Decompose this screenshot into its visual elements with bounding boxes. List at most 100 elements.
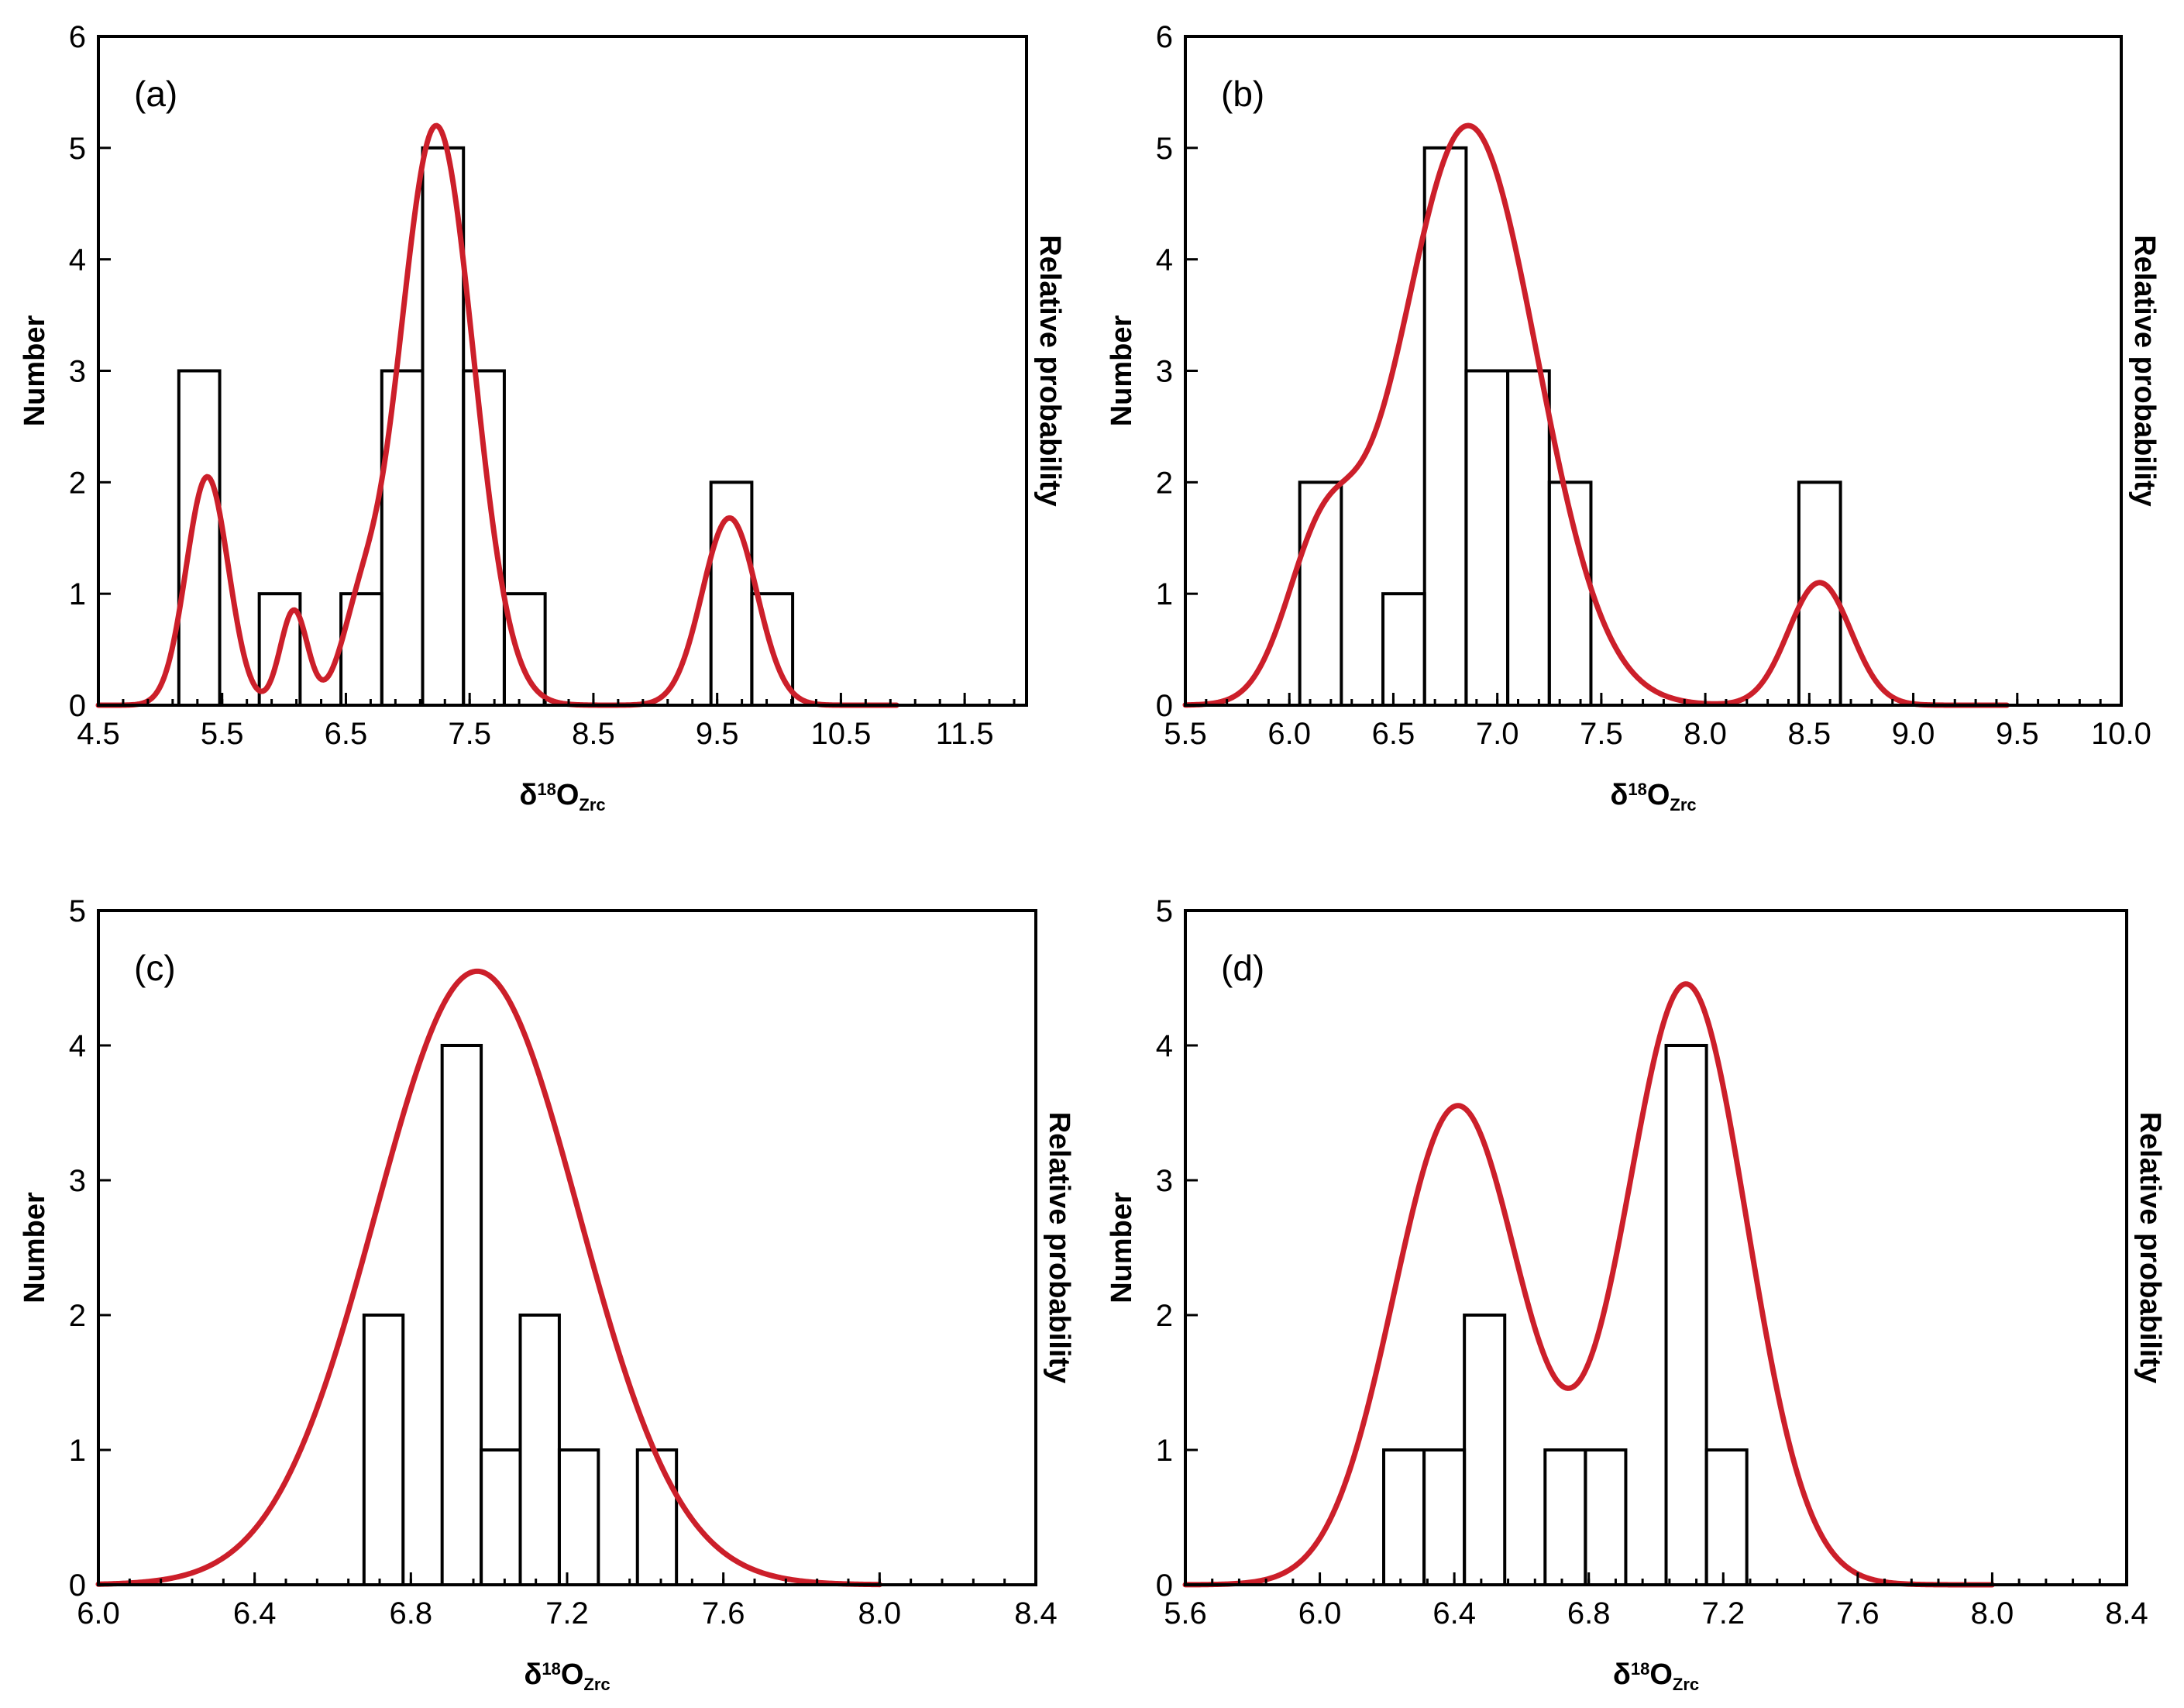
plot-frame bbox=[1184, 35, 2123, 707]
x-tick-label: 7.5 bbox=[1580, 717, 1623, 751]
y-tick-label: 3 bbox=[69, 1164, 86, 1198]
y-tick-label: 5 bbox=[69, 894, 86, 928]
x-axis-title-part: Zrc bbox=[583, 1675, 610, 1694]
x-axis-title-part: 18 bbox=[537, 780, 555, 799]
chart-panel-a: 4.5 5.5 6.5 7.5 8.5 9.5 10.5 11.5 0 1 2 3 4 5 6 (a) Numb… bbox=[19, 20, 1066, 814]
y-tick-label: 1 bbox=[69, 577, 86, 611]
y-tick-label: 0 bbox=[69, 1569, 86, 1603]
plot-frame bbox=[1184, 909, 2128, 1586]
histogram-bar bbox=[462, 369, 506, 707]
x-tick-label: 8.0 bbox=[1684, 717, 1727, 751]
right-axis-title: Relative probability bbox=[1043, 1112, 1075, 1384]
x-tick-label: 9.5 bbox=[696, 717, 739, 751]
x-axis-title-part: δ bbox=[524, 1658, 542, 1691]
probability-curve bbox=[1182, 981, 1995, 1588]
histogram-bar bbox=[1464, 369, 1510, 707]
x-axis-title: δ18OZrc bbox=[1613, 1658, 1699, 1694]
x-tick-label: 8.0 bbox=[1971, 1596, 2014, 1631]
y-tick-label: 2 bbox=[1156, 1299, 1173, 1333]
histogram-bar bbox=[557, 1448, 600, 1586]
y-tick-label: 0 bbox=[1156, 689, 1173, 723]
y-tick-label: 6 bbox=[1156, 20, 1173, 54]
x-axis-title-part: δ bbox=[519, 779, 537, 811]
x-axis-title-part: O bbox=[561, 1658, 584, 1691]
x-tick-label: 10.5 bbox=[810, 717, 871, 751]
x-axis-title-part: Zrc bbox=[1670, 795, 1696, 814]
x-axis-title: δ18OZrc bbox=[519, 779, 605, 814]
panel-label: (d) bbox=[1221, 948, 1264, 988]
y-tick-label: 2 bbox=[69, 1299, 86, 1333]
x-axis-title-part: O bbox=[1649, 1658, 1673, 1691]
x-tick-label: 7.6 bbox=[1836, 1596, 1880, 1631]
right-axis-title: Relative probability bbox=[2134, 1112, 2166, 1384]
x-tick-label: 6.5 bbox=[325, 717, 368, 751]
y-tick-label: 5 bbox=[69, 132, 86, 166]
probability-curve bbox=[95, 122, 899, 708]
histogram-bar bbox=[1463, 1314, 1507, 1586]
x-tick-label: 8.4 bbox=[1014, 1596, 1058, 1631]
histogram-bar bbox=[1382, 1448, 1426, 1586]
x-tick-label: 11.5 bbox=[936, 717, 994, 751]
histogram-bar bbox=[1664, 1044, 1708, 1586]
plot-frame bbox=[97, 35, 1028, 707]
x-axis-title-part: Zrc bbox=[1673, 1675, 1699, 1694]
y-tick-label: 4 bbox=[1156, 1029, 1173, 1063]
histogram-bar bbox=[1543, 1448, 1587, 1586]
y-tick-label: 1 bbox=[1156, 1434, 1173, 1468]
histogram-bar bbox=[635, 1448, 679, 1586]
x-tick-label: 8.5 bbox=[572, 717, 615, 751]
chart-panel-c: 6.0 6.4 6.8 7.2 7.6 8.0 8.4 0 1 2 3 4 5 (c) Number Rela… bbox=[19, 894, 1075, 1694]
x-tick-label: 7.5 bbox=[448, 717, 491, 751]
plot-frame bbox=[97, 909, 1037, 1586]
histogram-bar bbox=[480, 1448, 522, 1586]
right-axis-title: Relative probability bbox=[2128, 235, 2161, 507]
y-tick-label: 1 bbox=[1156, 577, 1173, 611]
histogram-bar bbox=[502, 592, 547, 708]
y-tick-label: 4 bbox=[69, 1029, 86, 1063]
y-axis-title: Number bbox=[19, 1192, 51, 1303]
y-tick-label: 0 bbox=[1156, 1569, 1173, 1603]
x-tick-label: 6.8 bbox=[390, 1596, 433, 1631]
x-tick-label: 6.0 bbox=[1267, 717, 1311, 751]
x-tick-label: 6.4 bbox=[1432, 1596, 1476, 1631]
x-tick-label: 6.0 bbox=[77, 1596, 120, 1631]
y-axis-title: Number bbox=[19, 315, 51, 427]
y-tick-label: 2 bbox=[69, 466, 86, 500]
histogram-bar bbox=[1704, 1448, 1749, 1586]
panel-label: (c) bbox=[134, 948, 176, 988]
x-tick-label: 6.8 bbox=[1567, 1596, 1611, 1631]
x-axis-title-part: Zrc bbox=[579, 795, 605, 814]
x-axis-title: δ18OZrc bbox=[1610, 779, 1696, 814]
probability-curve bbox=[95, 968, 882, 1588]
histogram-bar bbox=[1298, 480, 1343, 707]
x-tick-label: 6.4 bbox=[233, 1596, 277, 1631]
histogram-bar bbox=[1422, 1448, 1467, 1586]
x-tick-label: 5.6 bbox=[1164, 1596, 1207, 1631]
y-tick-label: 5 bbox=[1156, 132, 1173, 166]
x-tick-label: 7.2 bbox=[1701, 1596, 1745, 1631]
x-tick-label: 6.5 bbox=[1372, 717, 1415, 751]
x-tick-label: 10.0 bbox=[2091, 717, 2151, 751]
y-tick-label: 4 bbox=[1156, 243, 1173, 277]
panel-label: (b) bbox=[1221, 74, 1264, 114]
x-tick-label: 9.5 bbox=[1996, 717, 2039, 751]
x-axis-title-part: δ bbox=[1610, 779, 1628, 811]
x-tick-label: 8.4 bbox=[2105, 1596, 2148, 1631]
y-tick-label: 2 bbox=[1156, 466, 1173, 500]
histogram-bar bbox=[1584, 1448, 1628, 1586]
x-axis-title-part: 18 bbox=[1628, 780, 1646, 799]
y-tick-label: 5 bbox=[1156, 894, 1173, 928]
x-tick-label: 6.0 bbox=[1298, 1596, 1342, 1631]
x-tick-label: 5.5 bbox=[1164, 717, 1207, 751]
x-tick-label: 7.6 bbox=[702, 1596, 745, 1631]
x-tick-label: 9.0 bbox=[1892, 717, 1935, 751]
x-axis-title: δ18OZrc bbox=[524, 1658, 610, 1694]
histogram-bar bbox=[440, 1044, 483, 1586]
x-axis-title-part: 18 bbox=[1631, 1659, 1649, 1679]
y-axis-title: Number bbox=[1106, 315, 1138, 427]
x-axis-title-part: O bbox=[556, 779, 580, 811]
right-axis-title: Relative probability bbox=[1034, 235, 1066, 507]
y-tick-label: 3 bbox=[1156, 355, 1173, 389]
y-tick-label: 3 bbox=[69, 355, 86, 389]
y-axis-title: Number bbox=[1106, 1192, 1138, 1303]
